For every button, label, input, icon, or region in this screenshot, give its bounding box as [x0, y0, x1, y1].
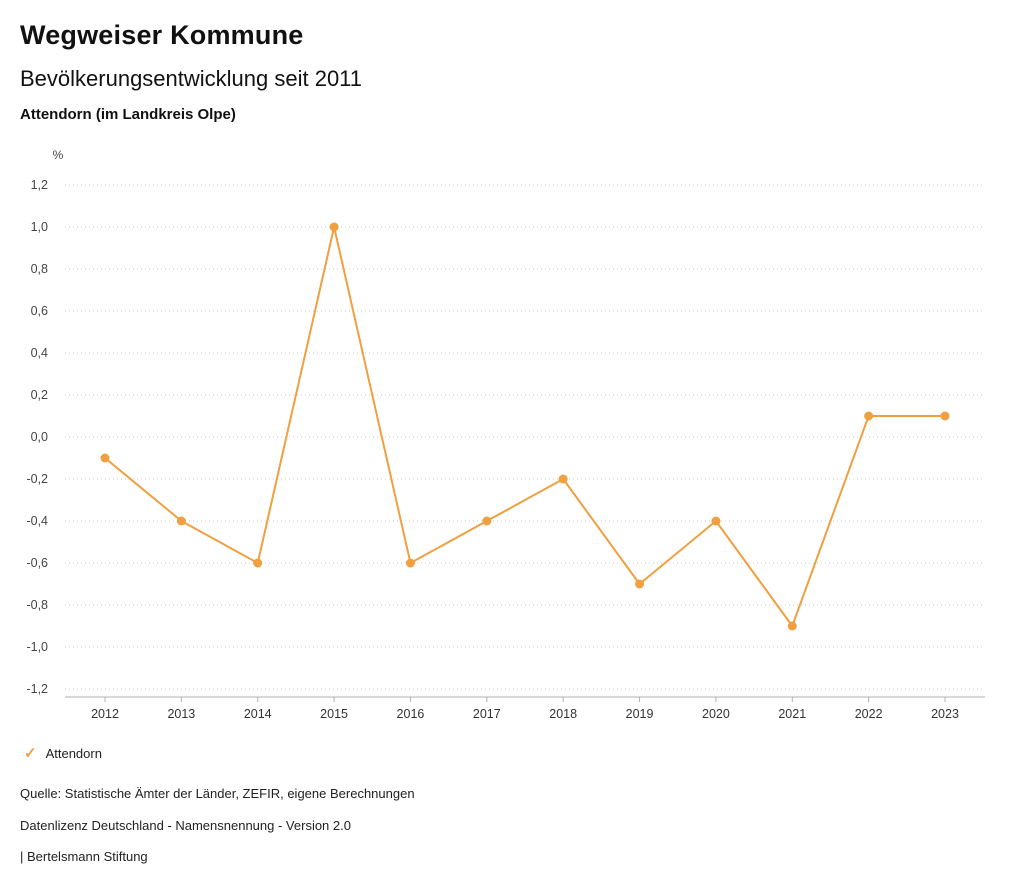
page-title: Wegweiser Kommune: [20, 20, 304, 50]
y-tick-label: -1,0: [26, 640, 48, 654]
y-tick-label: -0,4: [26, 514, 48, 528]
data-point[interactable]: [787, 621, 797, 631]
x-tick-label: 2020: [702, 707, 730, 721]
license-note: Datenlizenz Deutschland - Namensnennung …: [20, 818, 351, 833]
source-note: Quelle: Statistische Ämter der Länder, Z…: [20, 786, 415, 801]
data-point[interactable]: [864, 411, 874, 421]
y-tick-label: -0,6: [26, 556, 48, 570]
region-label: Attendorn (im Landkreis Olpe): [20, 106, 236, 123]
data-point[interactable]: [635, 579, 645, 589]
x-tick-label: 2014: [244, 707, 272, 721]
y-tick-label: 0,4: [31, 346, 48, 360]
data-point[interactable]: [711, 516, 721, 526]
legend-item-attendorn[interactable]: ✓ Attendorn: [24, 746, 102, 761]
x-tick-label: 2019: [626, 707, 654, 721]
x-tick-label: 2017: [473, 707, 501, 721]
y-tick-label: 0,2: [31, 388, 48, 402]
x-tick-label: 2015: [320, 707, 348, 721]
x-tick-label: 2013: [167, 707, 195, 721]
chart-subtitle: Bevölkerungsentwicklung seit 2011: [20, 66, 363, 91]
data-point[interactable]: [176, 516, 186, 526]
population-development-line-chart: % 1,2 1,0 0,8 0,6 0,4 0,2 0,0 -0,2 -0,4 -0,6 -0,8 -1…: [26, 148, 985, 721]
data-point[interactable]: [329, 222, 339, 232]
y-tick-label: 0,0: [31, 430, 48, 444]
data-point[interactable]: [100, 453, 110, 463]
check-icon: ✓: [24, 745, 37, 762]
x-tick-label: 2018: [549, 707, 577, 721]
data-point[interactable]: [940, 411, 950, 421]
x-tick-label: 2012: [91, 707, 119, 721]
series-line: [104, 226, 945, 627]
y-tick-label: -0,2: [26, 472, 48, 486]
x-tick-label: 2016: [397, 707, 425, 721]
attribution-note: | Bertelsmann Stiftung: [20, 849, 148, 864]
y-axis-unit-label: %: [53, 148, 64, 162]
y-tick-label: 1,0: [31, 220, 48, 234]
x-tick-label: 2022: [855, 707, 883, 721]
y-tick-label: 1,2: [31, 178, 48, 192]
y-tick-label: 0,6: [31, 304, 48, 318]
x-tick-label: 2021: [778, 707, 806, 721]
data-point[interactable]: [482, 516, 492, 526]
data-point[interactable]: [253, 558, 263, 568]
y-tick-label: -0,8: [26, 598, 48, 612]
legend-series-label: Attendorn: [45, 746, 102, 761]
y-tick-label: -1,2: [26, 682, 48, 696]
data-point[interactable]: [558, 474, 568, 484]
data-point[interactable]: [405, 558, 415, 568]
x-tick-label: 2023: [931, 707, 959, 721]
y-tick-label: 0,8: [31, 262, 48, 276]
